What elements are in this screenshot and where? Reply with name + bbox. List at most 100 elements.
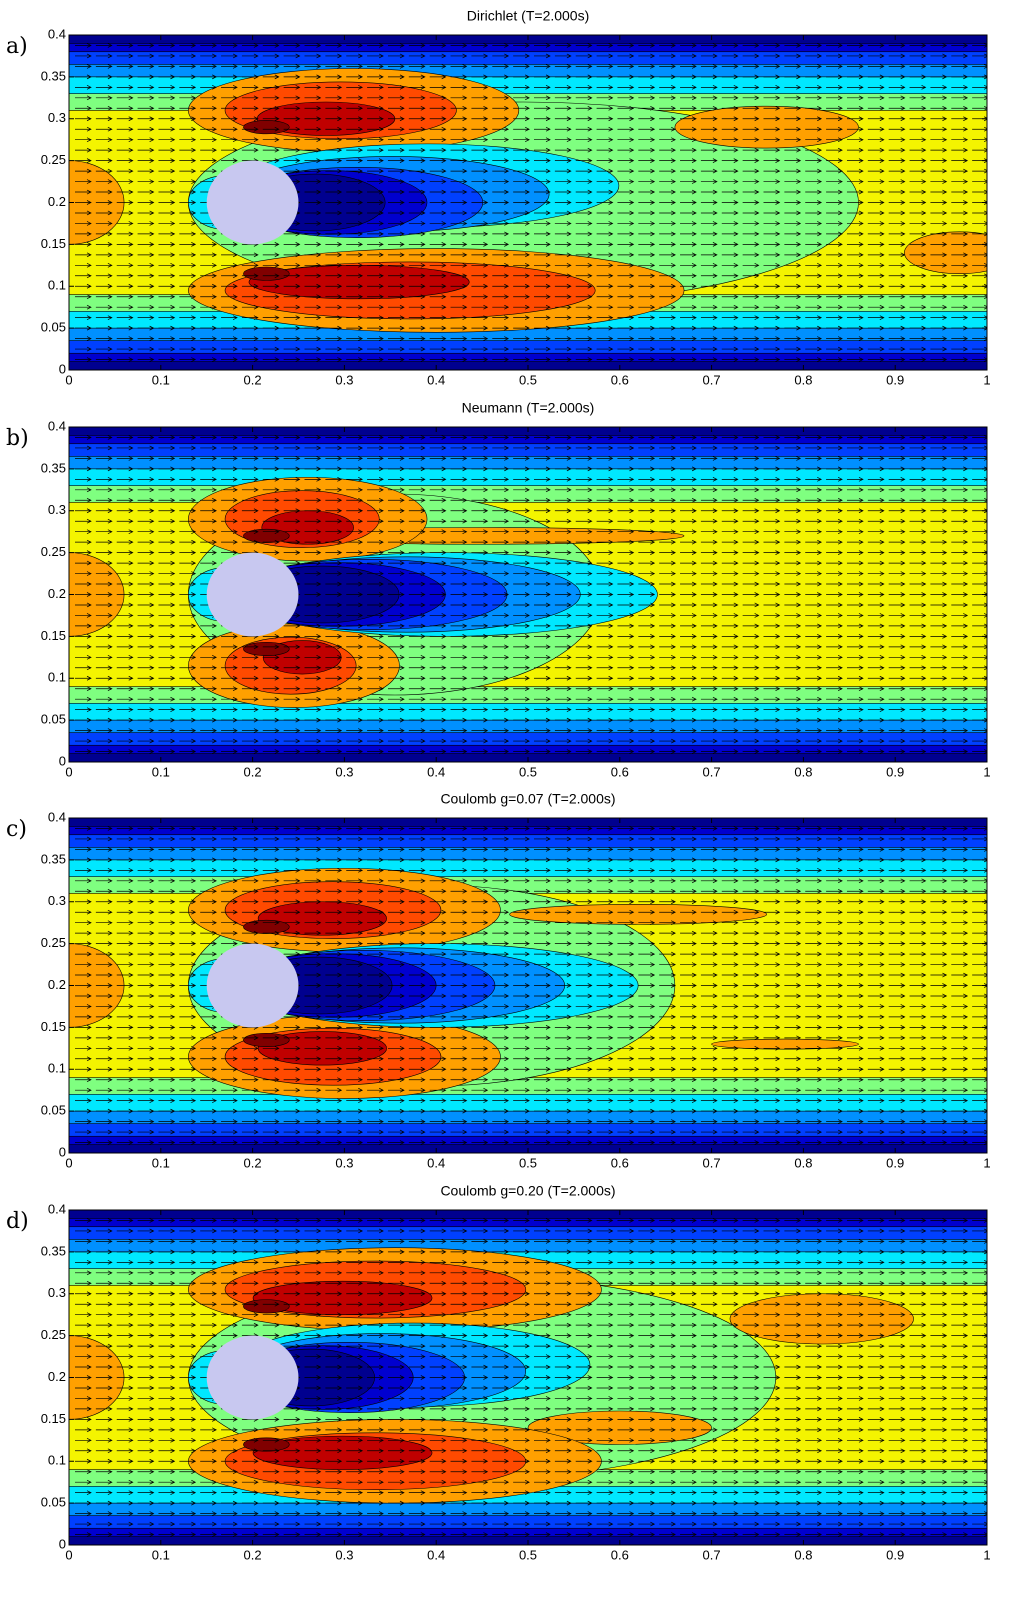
- contour-band: [243, 641, 290, 656]
- y-tick-label: 0.4: [48, 1201, 66, 1216]
- y-tick-label: 0.2: [48, 586, 66, 601]
- x-tick-label: 0.6: [611, 1547, 629, 1562]
- contour-band: [243, 120, 290, 135]
- x-tick-label: 0.3: [335, 1547, 353, 1562]
- y-tick-label: 0.3: [48, 1285, 66, 1300]
- y-tick-label: 0.4: [48, 809, 66, 824]
- contour-band: [509, 903, 767, 925]
- x-tick-label: 0: [65, 1547, 72, 1562]
- panel: 0 0.1 0.2 0.3 0.4 0.5 0.6 0.7 0.8 0.9 1 0 0.05 0.1 0.1…: [6, 400, 991, 780]
- y-tick-label: 0.05: [41, 1495, 66, 1510]
- panel-label: c): [6, 817, 27, 842]
- x-tick-label: 0.2: [244, 1155, 262, 1170]
- y-tick-label: 0.3: [48, 110, 66, 125]
- y-tick-label: 0.35: [41, 851, 66, 866]
- x-tick-label: 0.4: [427, 1547, 445, 1562]
- x-tick-label: 0.6: [611, 1155, 629, 1170]
- x-tick-label: 0.2: [244, 1547, 262, 1562]
- x-tick-label: 1: [983, 1155, 990, 1170]
- x-tick-label: 0.5: [519, 1155, 537, 1170]
- contour-band: [243, 919, 290, 934]
- x-tick-label: 0.7: [703, 372, 721, 387]
- y-tick-label: 0.25: [41, 1327, 66, 1342]
- contour-field: [69, 427, 987, 762]
- x-tick-label: 0.3: [335, 764, 353, 779]
- y-tick-label: 0.1: [48, 1061, 66, 1076]
- x-tick-label: 0.1: [152, 1155, 170, 1170]
- cylinder: [206, 1335, 299, 1420]
- x-tick-label: 0: [65, 1155, 72, 1170]
- x-tick-label: 0.7: [703, 1547, 721, 1562]
- y-tick-label: 0.05: [41, 1103, 66, 1118]
- contour-band: [711, 1038, 859, 1050]
- x-tick-label: 0.4: [427, 764, 445, 779]
- x-tick-label: 0: [65, 764, 72, 779]
- contour-band: [243, 1299, 290, 1314]
- cylinder: [206, 552, 299, 637]
- contour-band: [243, 266, 290, 281]
- y-tick-label: 0.25: [41, 935, 66, 950]
- x-tick-label: 0.5: [519, 1547, 537, 1562]
- y-tick-label: 0.15: [41, 1019, 66, 1034]
- x-tick-label: 0.9: [886, 372, 904, 387]
- chart-title: Coulomb g=0.07 (T=2.000s): [440, 791, 615, 807]
- contour-band: [904, 231, 987, 274]
- y-tick-label: 0.2: [48, 194, 66, 209]
- x-tick-label: 0.9: [886, 764, 904, 779]
- x-tick-label: 1: [983, 372, 990, 387]
- y-tick-label: 0.15: [41, 1411, 66, 1426]
- x-tick-label: 0.2: [244, 372, 262, 387]
- y-tick-label: 0.4: [48, 418, 66, 433]
- panel-label: d): [6, 1209, 29, 1234]
- y-tick-label: 0.25: [41, 544, 66, 559]
- panel: 0 0.1 0.2 0.3 0.4 0.5 0.6 0.7 0.8 0.9 1 0 0.05 0.1 0.1…: [6, 1183, 991, 1563]
- x-tick-label: 0.4: [427, 372, 445, 387]
- panel-label: b): [6, 426, 29, 451]
- y-tick-label: 0.05: [41, 712, 66, 727]
- y-tick-label: 0.3: [48, 502, 66, 517]
- x-tick-label: 0.1: [152, 764, 170, 779]
- x-tick-label: 1: [983, 764, 990, 779]
- x-tick-label: 0.4: [427, 1155, 445, 1170]
- contour-field: [69, 35, 987, 370]
- x-tick-label: 0: [65, 372, 72, 387]
- y-tick-label: 0.05: [41, 320, 66, 335]
- x-tick-label: 0.8: [794, 764, 812, 779]
- y-tick-label: 0.2: [48, 1369, 66, 1384]
- panel: 0 0.1 0.2 0.3 0.4 0.5 0.6 0.7 0.8 0.9 1 0 0.05 0.1 0.1…: [6, 791, 991, 1171]
- panel: 0 0.1 0.2 0.3 0.4 0.5 0.6 0.7 0.8 0.9 1 0 0.05 0.1 0.1…: [6, 8, 991, 388]
- contour-band: [257, 901, 387, 936]
- x-tick-label: 0.5: [519, 764, 537, 779]
- y-tick-label: 0: [59, 1144, 66, 1159]
- x-tick-label: 0.9: [886, 1547, 904, 1562]
- y-tick-label: 0.35: [41, 1243, 66, 1258]
- y-tick-label: 0.1: [48, 278, 66, 293]
- y-tick-label: 0.35: [41, 68, 66, 83]
- panel-label: a): [6, 34, 28, 59]
- y-tick-label: 0: [59, 361, 66, 376]
- contour-band: [243, 1032, 290, 1047]
- contour-band: [252, 1280, 433, 1315]
- x-tick-label: 0.6: [611, 764, 629, 779]
- y-tick-label: 0.15: [41, 628, 66, 643]
- chart-title: Neumann (T=2.000s): [462, 400, 595, 416]
- contour-band: [243, 528, 290, 543]
- y-tick-label: 0.25: [41, 152, 66, 167]
- x-tick-label: 0.1: [152, 372, 170, 387]
- x-tick-label: 0.6: [611, 372, 629, 387]
- contour-field: [69, 1210, 987, 1545]
- x-tick-label: 0.3: [335, 372, 353, 387]
- y-tick-label: 0.4: [48, 26, 66, 41]
- contour-field: [69, 818, 987, 1153]
- x-tick-label: 0.2: [244, 764, 262, 779]
- x-tick-label: 0.7: [703, 764, 721, 779]
- cylinder: [206, 160, 299, 245]
- x-tick-label: 0.9: [886, 1155, 904, 1170]
- y-tick-label: 0.15: [41, 236, 66, 251]
- x-tick-label: 0.8: [794, 372, 812, 387]
- y-tick-label: 0: [59, 753, 66, 768]
- x-tick-label: 0.1: [152, 1547, 170, 1562]
- contour-band: [674, 105, 859, 149]
- x-tick-label: 1: [983, 1547, 990, 1562]
